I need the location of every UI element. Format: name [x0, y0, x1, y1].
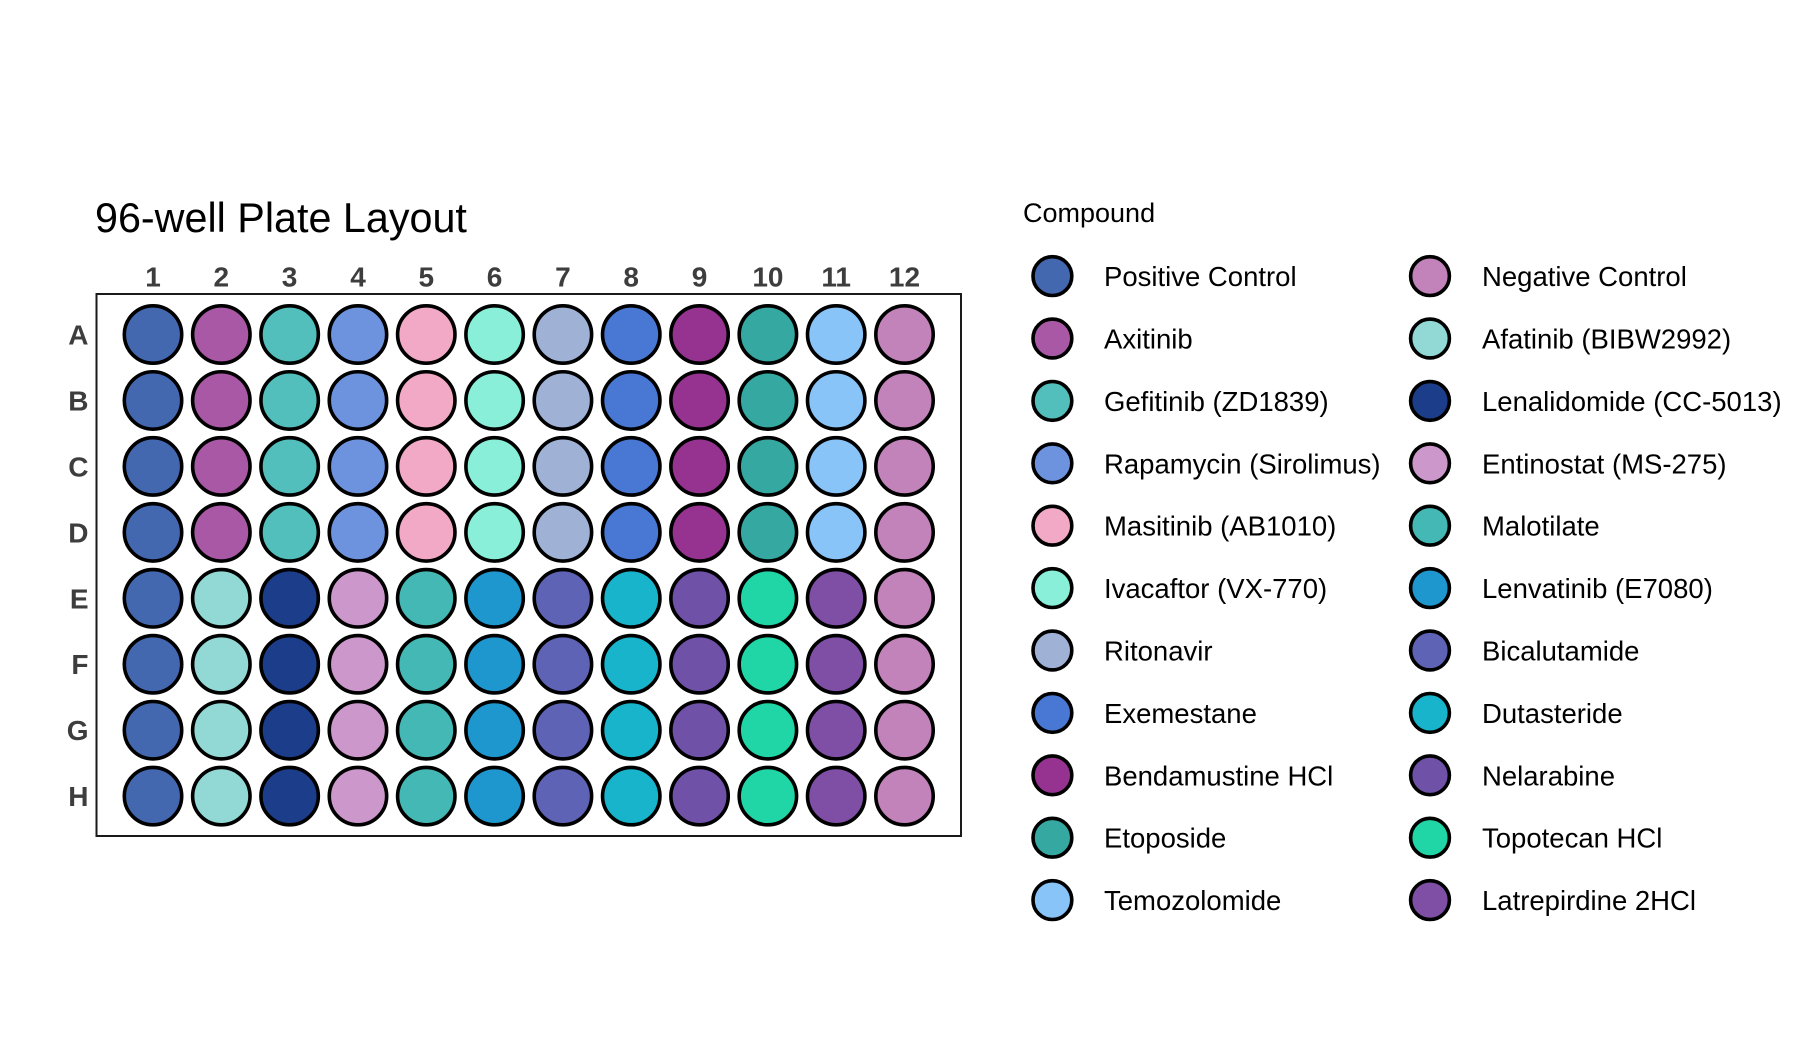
svg-text:D: D	[68, 517, 88, 548]
svg-text:Nelarabine: Nelarabine	[1482, 760, 1615, 791]
svg-text:Gefitinib (ZD1839): Gefitinib (ZD1839)	[1104, 386, 1329, 417]
svg-text:Lenalidomide (CC-5013): Lenalidomide (CC-5013)	[1482, 386, 1782, 417]
svg-text:Ritonavir: Ritonavir	[1104, 636, 1213, 667]
svg-text:Masitinib (AB1010): Masitinib (AB1010)	[1104, 511, 1336, 542]
svg-text:Etoposide: Etoposide	[1104, 823, 1226, 854]
svg-text:96-well Plate Layout: 96-well Plate Layout	[95, 195, 467, 241]
svg-text:Temozolomide: Temozolomide	[1104, 885, 1281, 916]
svg-text:12: 12	[889, 262, 920, 293]
svg-text:B: B	[68, 385, 88, 416]
svg-text:2: 2	[214, 262, 230, 293]
svg-text:8: 8	[623, 262, 639, 293]
svg-text:1: 1	[145, 262, 161, 293]
svg-text:Rapamycin (Sirolimus): Rapamycin (Sirolimus)	[1104, 448, 1381, 479]
svg-text:10: 10	[752, 262, 783, 293]
svg-text:Dutasteride: Dutasteride	[1482, 698, 1623, 729]
svg-text:4: 4	[350, 262, 366, 293]
svg-text:Bendamustine HCl: Bendamustine HCl	[1104, 760, 1333, 791]
svg-text:E: E	[70, 583, 89, 614]
svg-text:H: H	[68, 781, 88, 812]
svg-text:6: 6	[487, 262, 503, 293]
svg-text:Positive Control: Positive Control	[1104, 261, 1297, 292]
svg-text:11: 11	[821, 262, 851, 293]
svg-text:Compound: Compound	[1023, 198, 1155, 228]
svg-text:Afatinib (BIBW2992): Afatinib (BIBW2992)	[1482, 324, 1731, 355]
svg-text:Latrepirdine 2HCl: Latrepirdine 2HCl	[1482, 885, 1696, 916]
svg-text:Lenvatinib (E7080): Lenvatinib (E7080)	[1482, 573, 1713, 604]
svg-text:F: F	[71, 649, 88, 680]
svg-text:Entinostat (MS-275): Entinostat (MS-275)	[1482, 448, 1727, 479]
svg-text:9: 9	[692, 262, 708, 293]
svg-text:Malotilate: Malotilate	[1482, 511, 1600, 542]
svg-text:5: 5	[419, 262, 435, 293]
svg-text:C: C	[68, 451, 88, 482]
svg-text:3: 3	[282, 262, 298, 293]
svg-text:Exemestane: Exemestane	[1104, 698, 1257, 729]
svg-text:Ivacaftor (VX-770): Ivacaftor (VX-770)	[1104, 573, 1327, 604]
svg-text:Bicalutamide: Bicalutamide	[1482, 636, 1639, 667]
svg-text:7: 7	[555, 262, 571, 293]
svg-text:A: A	[68, 320, 88, 351]
svg-text:G: G	[67, 715, 89, 746]
svg-text:Topotecan HCl: Topotecan HCl	[1482, 823, 1662, 854]
svg-text:Negative Control: Negative Control	[1482, 261, 1687, 292]
svg-text:Axitinib: Axitinib	[1104, 324, 1193, 355]
